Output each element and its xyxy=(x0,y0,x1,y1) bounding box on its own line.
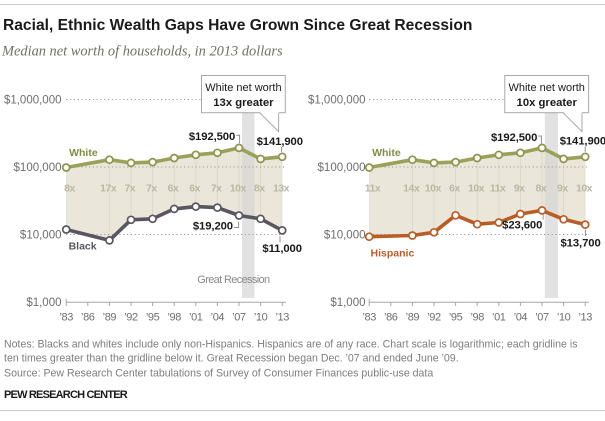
svg-text:6x: 6x xyxy=(189,182,200,194)
svg-text:$141,900: $141,900 xyxy=(560,136,605,148)
svg-text:’89: ’89 xyxy=(406,311,420,323)
svg-text:7x: 7x xyxy=(146,182,157,194)
svg-text:’95: ’95 xyxy=(449,311,463,323)
svg-text:10x: 10x xyxy=(230,182,247,194)
svg-text:’01: ’01 xyxy=(189,311,203,323)
svg-text:$10,000: $10,000 xyxy=(324,230,366,242)
svg-text:White: White xyxy=(69,147,98,159)
svg-text:$13,700: $13,700 xyxy=(561,238,601,250)
svg-text:$1,000: $1,000 xyxy=(26,297,61,309)
svg-text:$11,000: $11,000 xyxy=(262,243,302,255)
svg-text:$100,000: $100,000 xyxy=(318,162,366,174)
svg-text:$1,000,000: $1,000,000 xyxy=(4,95,62,107)
svg-text:8x: 8x xyxy=(64,182,75,194)
svg-text:Black: Black xyxy=(69,241,97,253)
svg-text:10x greater: 10x greater xyxy=(517,97,578,109)
svg-text:$10,000: $10,000 xyxy=(20,230,62,242)
svg-text:7x: 7x xyxy=(211,182,222,194)
svg-text:’92: ’92 xyxy=(124,311,138,323)
svg-text:Median net worth of households: Median net worth of households, in 2013 … xyxy=(1,44,283,60)
svg-text:13x greater: 13x greater xyxy=(213,97,274,109)
svg-text:8x: 8x xyxy=(535,182,546,194)
svg-text:’98: ’98 xyxy=(167,311,181,323)
svg-text:10x: 10x xyxy=(468,182,485,194)
svg-text:’13: ’13 xyxy=(578,311,592,323)
svg-text:$1,000,000: $1,000,000 xyxy=(308,95,366,107)
svg-text:’98: ’98 xyxy=(470,311,484,323)
svg-text:’07: ’07 xyxy=(535,311,549,323)
svg-text:Hispanic: Hispanic xyxy=(371,248,415,260)
svg-text:’83: ’83 xyxy=(59,311,73,323)
svg-text:9x: 9x xyxy=(514,182,525,194)
svg-text:10x: 10x xyxy=(425,182,442,194)
svg-text:8x: 8x xyxy=(254,182,265,194)
svg-text:’13: ’13 xyxy=(275,311,289,323)
svg-text:’92: ’92 xyxy=(427,311,441,323)
svg-text:’86: ’86 xyxy=(81,311,95,323)
svg-text:10x: 10x xyxy=(576,182,593,194)
svg-text:Notes: Blacks and whites inclu: Notes: Blacks and whites include only no… xyxy=(4,339,578,351)
svg-text:PEW RESEARCH CENTER: PEW RESEARCH CENTER xyxy=(4,389,128,401)
svg-text:$141,900: $141,900 xyxy=(257,136,303,148)
svg-text:’04: ’04 xyxy=(514,311,528,323)
svg-text:’04: ’04 xyxy=(211,311,225,323)
svg-text:Great Recession: Great Recession xyxy=(197,274,270,286)
svg-text:$19,200: $19,200 xyxy=(193,221,233,233)
svg-text:11x: 11x xyxy=(365,182,381,194)
svg-text:6x: 6x xyxy=(449,182,460,194)
svg-text:$23,600: $23,600 xyxy=(502,219,542,231)
svg-text:6x: 6x xyxy=(168,182,179,194)
svg-text:17x: 17x xyxy=(100,182,117,194)
svg-text:’10: ’10 xyxy=(557,311,571,323)
svg-text:$192,500: $192,500 xyxy=(491,132,537,144)
svg-text:$1,000: $1,000 xyxy=(330,297,365,309)
svg-text:White net worth: White net worth xyxy=(508,82,584,94)
svg-text:9x: 9x xyxy=(557,182,568,194)
svg-text:’89: ’89 xyxy=(103,311,117,323)
svg-text:7x: 7x xyxy=(124,182,135,194)
svg-text:$100,000: $100,000 xyxy=(14,162,62,174)
svg-text:White: White xyxy=(372,147,401,159)
svg-text:13x: 13x xyxy=(273,182,290,194)
svg-text:’01: ’01 xyxy=(492,311,506,323)
svg-text:’86: ’86 xyxy=(384,311,398,323)
svg-text:’83: ’83 xyxy=(362,311,376,323)
svg-text:11x: 11x xyxy=(490,182,506,194)
svg-text:’07: ’07 xyxy=(232,311,246,323)
svg-text:Racial, Ethnic Wealth Gaps Hav: Racial, Ethnic Wealth Gaps Have Grown Si… xyxy=(3,17,472,34)
svg-text:’95: ’95 xyxy=(146,311,160,323)
svg-text:White net worth: White net worth xyxy=(205,82,281,94)
svg-text:Source: Pew Research Center ta: Source: Pew Research Center tabulations … xyxy=(4,367,433,379)
svg-text:ten times greater than the gri: ten times greater than the gridline belo… xyxy=(4,353,459,365)
svg-text:’10: ’10 xyxy=(254,311,268,323)
svg-text:14x: 14x xyxy=(403,182,420,194)
svg-text:$192,500: $192,500 xyxy=(189,131,235,143)
